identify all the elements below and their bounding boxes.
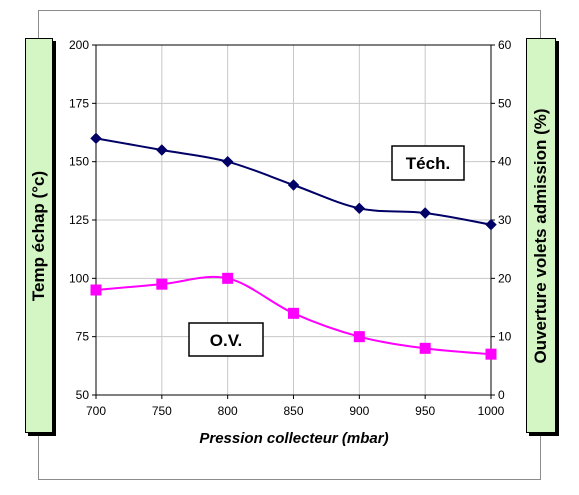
data-point-tech — [353, 202, 366, 215]
x-tick-label: 750 — [152, 404, 172, 418]
data-point-ov — [353, 331, 365, 343]
data-point-tech — [221, 155, 234, 168]
y-left-tick-label: 175 — [69, 96, 89, 110]
data-point-tech — [90, 132, 102, 145]
data-point-tech — [156, 144, 168, 156]
data-point-tech — [419, 207, 431, 219]
legend-label-ov: O.V. — [210, 331, 242, 350]
x-tick-label: 950 — [415, 404, 435, 418]
data-point-tech — [287, 179, 300, 191]
x-axis-label: Pression collecteur (mbar) — [199, 430, 388, 447]
y-left-tick-label: 150 — [69, 155, 89, 169]
right-axis-label-box: Ouverture volets admission (%) — [526, 38, 556, 433]
data-point-ov — [222, 272, 234, 284]
series — [90, 132, 497, 360]
y-left-tick-label: 50 — [76, 388, 90, 402]
x-tick-label: 850 — [283, 404, 303, 418]
data-point-ov — [288, 307, 299, 319]
y-right-tick-label: 0 — [498, 388, 505, 402]
y-right-tick-label: 40 — [498, 155, 512, 169]
grid — [96, 45, 491, 395]
y-right-tick-label: 10 — [498, 330, 512, 344]
y-left-tick-label: 100 — [69, 271, 89, 285]
legend-label-tech: Téch. — [406, 154, 450, 173]
chart-frame — [38, 10, 541, 480]
y-left-tick-label: 200 — [69, 38, 89, 52]
data-point-ov — [485, 348, 497, 360]
data-point-tech — [485, 218, 497, 231]
y-left-tick-label: 125 — [69, 213, 89, 227]
legend-label-ov-box: O.V. — [188, 322, 264, 357]
y-right-tick-label: 50 — [498, 96, 512, 110]
x-tick-label: 700 — [86, 404, 106, 418]
x-tick-label: 900 — [349, 404, 369, 418]
x-tick-label: 800 — [218, 404, 238, 418]
tick-labels: 700 750 800 850 900 950 1000507510012515017520… — [69, 38, 512, 418]
y-right-tick-label: 30 — [498, 213, 512, 227]
y-left-tick-label: 75 — [76, 330, 90, 344]
x-tick-label: 1000 — [478, 404, 505, 418]
y-right-tick-label: 20 — [498, 271, 512, 285]
data-point-ov — [419, 342, 431, 354]
data-point-ov — [156, 278, 168, 290]
left-axis-label-box: Temp échap (°c) — [25, 38, 53, 433]
legend-label-tech-box: Téch. — [391, 145, 465, 181]
y-right-tick-label: 60 — [498, 38, 512, 52]
data-point-ov — [90, 284, 102, 296]
